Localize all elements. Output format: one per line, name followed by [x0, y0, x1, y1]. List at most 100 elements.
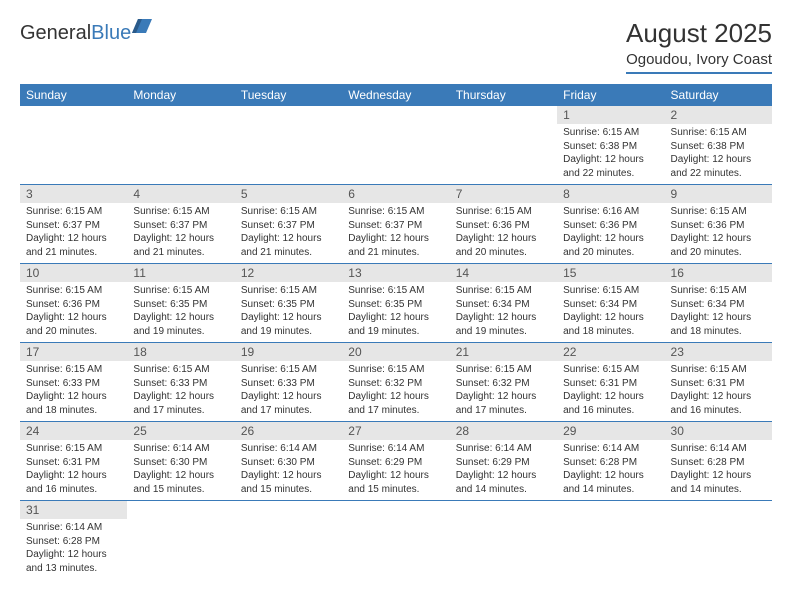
sunset-line: Sunset: 6:30 PM: [133, 456, 228, 470]
day-content: Sunrise: 6:16 AMSunset: 6:36 PMDaylight:…: [557, 203, 664, 263]
day-content: Sunrise: 6:15 AMSunset: 6:37 PMDaylight:…: [235, 203, 342, 263]
calendar-day: 23Sunrise: 6:15 AMSunset: 6:31 PMDayligh…: [665, 343, 772, 422]
header: GeneralBlue August 2025 Ogoudou, Ivory C…: [20, 18, 772, 74]
daylight-line: Daylight: 12 hours and 15 minutes.: [133, 469, 228, 496]
sunset-line: Sunset: 6:37 PM: [348, 219, 443, 233]
sunset-line: Sunset: 6:31 PM: [563, 377, 658, 391]
calendar-day: 14Sunrise: 6:15 AMSunset: 6:34 PMDayligh…: [450, 264, 557, 343]
day-content: Sunrise: 6:15 AMSunset: 6:31 PMDaylight:…: [20, 440, 127, 500]
day-number: 4: [127, 185, 234, 203]
daylight-line: Daylight: 12 hours and 14 minutes.: [671, 469, 766, 496]
daylight-line: Daylight: 12 hours and 14 minutes.: [456, 469, 551, 496]
sunrise-line: Sunrise: 6:15 AM: [26, 363, 121, 377]
day-content: Sunrise: 6:14 AMSunset: 6:28 PMDaylight:…: [665, 440, 772, 500]
sunset-line: Sunset: 6:34 PM: [563, 298, 658, 312]
daylight-line: Daylight: 12 hours and 14 minutes.: [563, 469, 658, 496]
sunrise-line: Sunrise: 6:14 AM: [26, 521, 121, 535]
calendar-day: 12Sunrise: 6:15 AMSunset: 6:35 PMDayligh…: [235, 264, 342, 343]
day-number: 7: [450, 185, 557, 203]
day-content: Sunrise: 6:15 AMSunset: 6:33 PMDaylight:…: [127, 361, 234, 421]
sunset-line: Sunset: 6:29 PM: [348, 456, 443, 470]
sunrise-line: Sunrise: 6:14 AM: [671, 442, 766, 456]
daylight-line: Daylight: 12 hours and 18 minutes.: [563, 311, 658, 338]
daylight-line: Daylight: 12 hours and 22 minutes.: [671, 153, 766, 180]
daylight-line: Daylight: 12 hours and 21 minutes.: [241, 232, 336, 259]
calendar-row: 24Sunrise: 6:15 AMSunset: 6:31 PMDayligh…: [20, 422, 772, 501]
calendar-day: 31Sunrise: 6:14 AMSunset: 6:28 PMDayligh…: [20, 501, 127, 580]
calendar-empty: .: [127, 106, 234, 185]
calendar-empty: .: [450, 106, 557, 185]
daylight-line: Daylight: 12 hours and 20 minutes.: [456, 232, 551, 259]
sunset-line: Sunset: 6:29 PM: [456, 456, 551, 470]
sunrise-line: Sunrise: 6:15 AM: [241, 205, 336, 219]
weekday-header: Monday: [127, 84, 234, 106]
sunset-line: Sunset: 6:37 PM: [241, 219, 336, 233]
day-content: Sunrise: 6:15 AMSunset: 6:38 PMDaylight:…: [665, 124, 772, 184]
day-number: 28: [450, 422, 557, 440]
day-content: Sunrise: 6:15 AMSunset: 6:38 PMDaylight:…: [557, 124, 664, 184]
calendar-day: 4Sunrise: 6:15 AMSunset: 6:37 PMDaylight…: [127, 185, 234, 264]
sunrise-line: Sunrise: 6:14 AM: [563, 442, 658, 456]
sunset-line: Sunset: 6:31 PM: [671, 377, 766, 391]
calendar-day: 30Sunrise: 6:14 AMSunset: 6:28 PMDayligh…: [665, 422, 772, 501]
sunset-line: Sunset: 6:38 PM: [563, 140, 658, 154]
calendar-day: 22Sunrise: 6:15 AMSunset: 6:31 PMDayligh…: [557, 343, 664, 422]
sunrise-line: Sunrise: 6:15 AM: [563, 284, 658, 298]
calendar-empty: .: [450, 501, 557, 580]
sunrise-line: Sunrise: 6:15 AM: [133, 363, 228, 377]
sunrise-line: Sunrise: 6:15 AM: [348, 363, 443, 377]
sunrise-line: Sunrise: 6:16 AM: [563, 205, 658, 219]
daylight-line: Daylight: 12 hours and 17 minutes.: [348, 390, 443, 417]
calendar-day: 11Sunrise: 6:15 AMSunset: 6:35 PMDayligh…: [127, 264, 234, 343]
day-number: 2: [665, 106, 772, 124]
calendar-day: 21Sunrise: 6:15 AMSunset: 6:32 PMDayligh…: [450, 343, 557, 422]
daylight-line: Daylight: 12 hours and 17 minutes.: [456, 390, 551, 417]
sunset-line: Sunset: 6:36 PM: [563, 219, 658, 233]
sunrise-line: Sunrise: 6:15 AM: [563, 363, 658, 377]
day-content: Sunrise: 6:14 AMSunset: 6:29 PMDaylight:…: [450, 440, 557, 500]
sunrise-line: Sunrise: 6:15 AM: [133, 205, 228, 219]
calendar-empty: .: [235, 501, 342, 580]
daylight-line: Daylight: 12 hours and 21 minutes.: [26, 232, 121, 259]
calendar-day: 8Sunrise: 6:16 AMSunset: 6:36 PMDaylight…: [557, 185, 664, 264]
calendar-empty: .: [20, 106, 127, 185]
day-number: 25: [127, 422, 234, 440]
sunset-line: Sunset: 6:38 PM: [671, 140, 766, 154]
sunrise-line: Sunrise: 6:15 AM: [348, 205, 443, 219]
calendar-row: 31Sunrise: 6:14 AMSunset: 6:28 PMDayligh…: [20, 501, 772, 580]
sunrise-line: Sunrise: 6:15 AM: [241, 284, 336, 298]
sunrise-line: Sunrise: 6:15 AM: [241, 363, 336, 377]
day-content: Sunrise: 6:15 AMSunset: 6:34 PMDaylight:…: [557, 282, 664, 342]
day-content: Sunrise: 6:14 AMSunset: 6:28 PMDaylight:…: [20, 519, 127, 579]
sunset-line: Sunset: 6:28 PM: [671, 456, 766, 470]
day-number: 14: [450, 264, 557, 282]
day-content: Sunrise: 6:15 AMSunset: 6:31 PMDaylight:…: [665, 361, 772, 421]
calendar-empty: .: [342, 106, 449, 185]
calendar-body: .....1Sunrise: 6:15 AMSunset: 6:38 PMDay…: [20, 106, 772, 579]
day-number: 10: [20, 264, 127, 282]
calendar-day: 29Sunrise: 6:14 AMSunset: 6:28 PMDayligh…: [557, 422, 664, 501]
day-number: 1: [557, 106, 664, 124]
daylight-line: Daylight: 12 hours and 20 minutes.: [26, 311, 121, 338]
day-number: 23: [665, 343, 772, 361]
sunrise-line: Sunrise: 6:15 AM: [348, 284, 443, 298]
calendar-day: 7Sunrise: 6:15 AMSunset: 6:36 PMDaylight…: [450, 185, 557, 264]
day-content: Sunrise: 6:15 AMSunset: 6:37 PMDaylight:…: [20, 203, 127, 263]
sunset-line: Sunset: 6:36 PM: [456, 219, 551, 233]
daylight-line: Daylight: 12 hours and 19 minutes.: [456, 311, 551, 338]
sunrise-line: Sunrise: 6:15 AM: [26, 205, 121, 219]
sunset-line: Sunset: 6:31 PM: [26, 456, 121, 470]
sunrise-line: Sunrise: 6:15 AM: [456, 363, 551, 377]
day-content: Sunrise: 6:15 AMSunset: 6:34 PMDaylight:…: [450, 282, 557, 342]
calendar-table: SundayMondayTuesdayWednesdayThursdayFrid…: [20, 84, 772, 579]
sunset-line: Sunset: 6:33 PM: [26, 377, 121, 391]
calendar-day: 1Sunrise: 6:15 AMSunset: 6:38 PMDaylight…: [557, 106, 664, 185]
day-number: 5: [235, 185, 342, 203]
sunset-line: Sunset: 6:30 PM: [241, 456, 336, 470]
day-content: Sunrise: 6:14 AMSunset: 6:30 PMDaylight:…: [127, 440, 234, 500]
sunset-line: Sunset: 6:33 PM: [241, 377, 336, 391]
sunrise-line: Sunrise: 6:15 AM: [133, 284, 228, 298]
daylight-line: Daylight: 12 hours and 18 minutes.: [671, 311, 766, 338]
calendar-day: 10Sunrise: 6:15 AMSunset: 6:36 PMDayligh…: [20, 264, 127, 343]
weekday-header: Wednesday: [342, 84, 449, 106]
